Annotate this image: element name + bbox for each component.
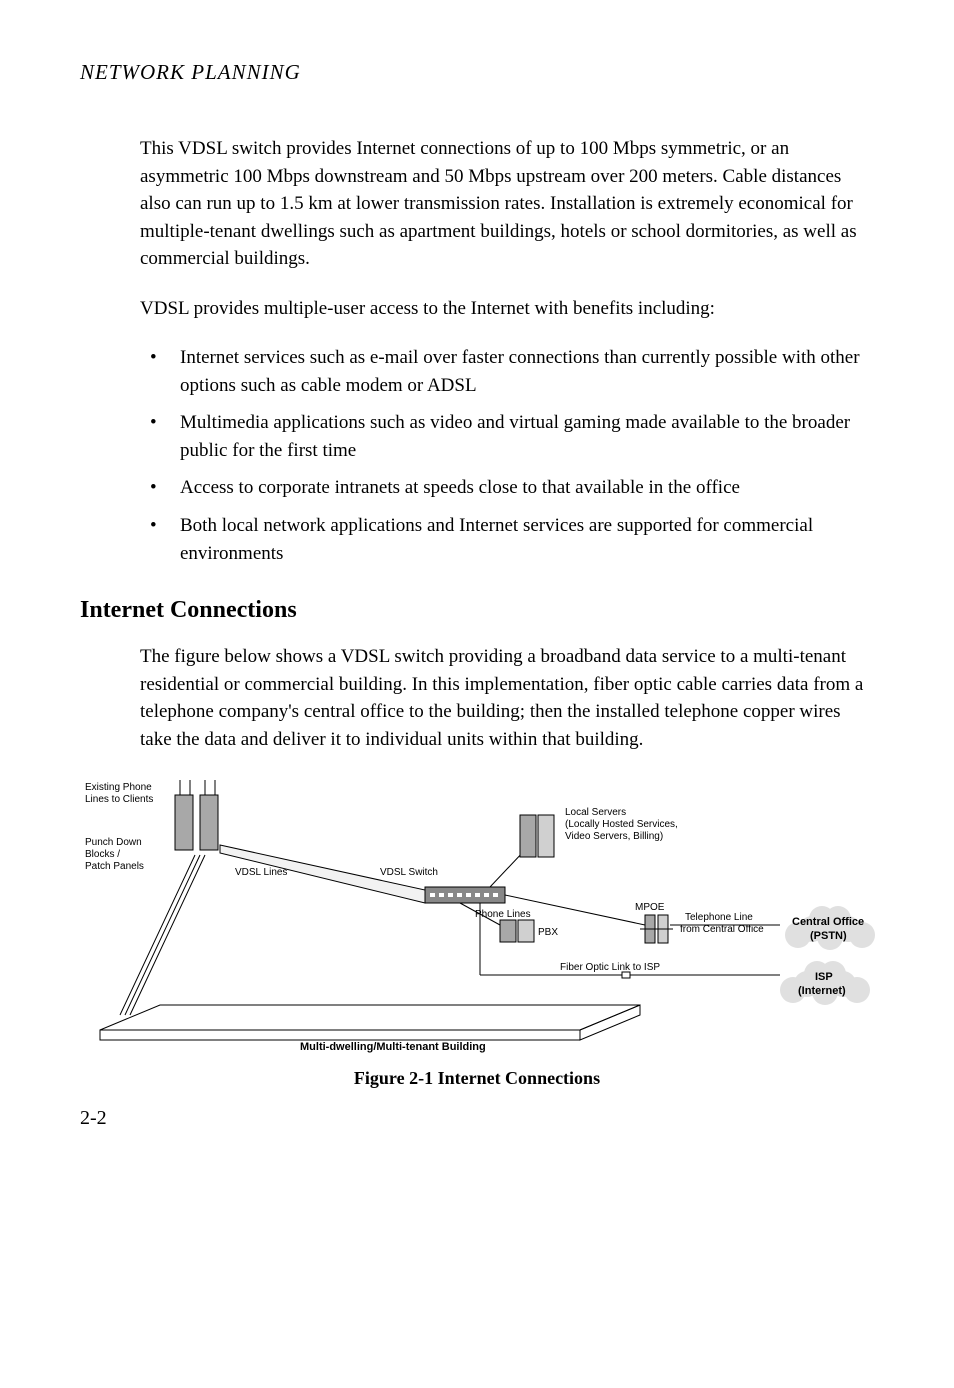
svg-text:Central Office: Central Office	[792, 916, 864, 928]
list-item: Access to corporate intranets at speeds …	[140, 474, 874, 502]
svg-text:(PSTN): (PSTN)	[810, 930, 847, 942]
svg-text:Phone Lines: Phone Lines	[475, 909, 531, 920]
svg-text:Lines to Clients: Lines to Clients	[85, 794, 153, 805]
svg-text:Patch Panels: Patch Panels	[85, 861, 144, 872]
svg-text:(Internet): (Internet)	[798, 985, 846, 997]
paragraph-2: VDSL provides multiple-user access to th…	[140, 295, 874, 323]
svg-text:Multi-dwelling/Multi-tenant Bu: Multi-dwelling/Multi-tenant Building	[300, 1041, 486, 1053]
list-item: Internet services such as e-mail over fa…	[140, 344, 874, 399]
section-heading: Internet Connections	[80, 597, 874, 624]
svg-text:Local Servers: Local Servers	[565, 807, 626, 818]
svg-text:VDSL Switch: VDSL Switch	[380, 867, 438, 878]
svg-text:Video Servers, Billing): Video Servers, Billing)	[565, 831, 663, 842]
svg-text:Blocks /: Blocks /	[85, 849, 120, 860]
svg-text:Telephone Line: Telephone Line	[685, 912, 753, 923]
svg-text:Existing Phone: Existing Phone	[85, 782, 152, 793]
list-item: Both local network applications and Inte…	[140, 512, 874, 567]
benefits-list: Internet services such as e-mail over fa…	[140, 344, 874, 567]
svg-text:VDSL Lines: VDSL Lines	[235, 867, 287, 878]
svg-text:PBX: PBX	[538, 927, 558, 938]
paragraph-1: This VDSL switch provides Internet conne…	[140, 135, 874, 273]
svg-text:(Locally Hosted Services,: (Locally Hosted Services,	[565, 819, 678, 830]
svg-text:MPOE: MPOE	[635, 902, 665, 913]
paragraph-3: The figure below shows a VDSL switch pro…	[140, 643, 874, 753]
svg-text:Punch Down: Punch Down	[85, 837, 142, 848]
list-item: Multimedia applications such as video an…	[140, 409, 874, 464]
network-diagram: Existing PhoneLines to Clients Punch Down…	[80, 775, 874, 1060]
svg-text:from Central Office: from Central Office	[680, 924, 764, 935]
svg-text:ISP: ISP	[815, 971, 833, 983]
figure-caption: Figure 2-1 Internet Connections	[80, 1068, 874, 1089]
svg-text:Fiber Optic Link to ISP: Fiber Optic Link to ISP	[560, 962, 660, 973]
page-number: 2-2	[80, 1107, 874, 1130]
running-head: NETWORK PLANNING	[80, 60, 874, 85]
